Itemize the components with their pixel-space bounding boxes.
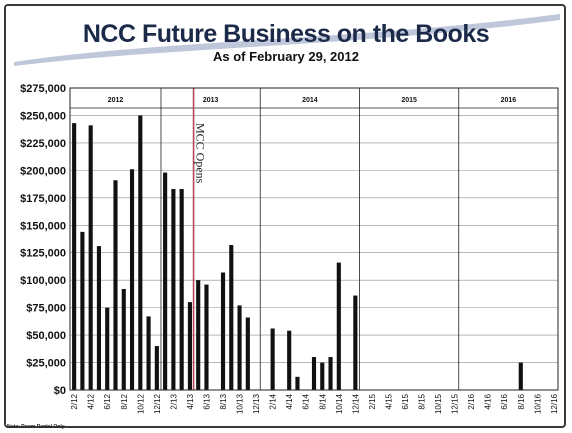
x-tick-label: 6/15: [401, 393, 410, 409]
grid-lines: [70, 87, 558, 363]
y-tick-label: $25,000: [26, 358, 66, 370]
title-swoosh-decoration: [14, 14, 560, 66]
bar: [113, 180, 118, 390]
x-tick-label: 6/13: [202, 393, 211, 409]
bar: [163, 172, 168, 390]
footnote: Note: Room Rental Only: [7, 424, 65, 430]
bar: [336, 262, 341, 390]
year-labels: 2012 2013 2014 2015 2016: [108, 97, 517, 104]
y-tick-labels: $0 $25,000 $50,000 $75,000 $100,000 $125,000 $…: [20, 83, 66, 397]
bar: [105, 307, 110, 390]
bar: [179, 189, 184, 390]
y-tick-label: $100,000: [20, 275, 66, 287]
x-tick-label: 12/13: [252, 393, 261, 414]
y-tick-label: $200,000: [20, 165, 66, 177]
x-tick-label: 2/15: [368, 393, 377, 409]
bar: [171, 189, 176, 390]
bar: [328, 357, 333, 390]
year-label: 2013: [203, 97, 219, 104]
x-tick-label: 2/16: [467, 393, 476, 409]
bar: [138, 115, 143, 391]
y-tick-label: $50,000: [26, 330, 66, 342]
x-tick-label: 12/15: [451, 393, 460, 414]
bar: [187, 302, 192, 390]
bar: [88, 125, 93, 390]
bar: [353, 295, 358, 390]
x-tick-label: 2/13: [169, 393, 178, 409]
y-tick-label: $175,000: [20, 193, 66, 205]
x-tick-label: 12/16: [550, 393, 559, 414]
bar: [295, 376, 300, 390]
y-tick-label: $275,000: [20, 83, 66, 95]
y-tick-label: $250,000: [20, 110, 66, 122]
y-tick-label: $125,000: [20, 248, 66, 260]
x-tick-label: 6/12: [103, 393, 112, 409]
y-tick-label: $150,000: [20, 220, 66, 232]
mcc-opens-marker: MCC Opens: [192, 88, 208, 390]
x-tick-label: 6/14: [302, 393, 311, 409]
bar: [518, 362, 523, 390]
x-tick-label: 10/13: [236, 393, 245, 414]
x-tick-label: 10/14: [335, 393, 344, 414]
chart-subtitle: As of February 29, 2012: [213, 49, 359, 64]
x-tick-label: 8/16: [517, 393, 526, 409]
bars: [72, 115, 523, 391]
bar: [287, 330, 292, 390]
x-tick-label: 12/12: [153, 393, 162, 414]
x-tick-label: 8/14: [318, 393, 327, 409]
bar: [146, 316, 151, 390]
x-tick-label: 4/14: [285, 393, 294, 409]
x-tick-label: 4/15: [384, 393, 393, 409]
chart-title: NCC Future Business on the Books: [82, 20, 490, 48]
year-label: 2016: [501, 97, 517, 104]
y-tick-label: $75,000: [26, 303, 66, 315]
x-tick-label: 2/14: [269, 393, 278, 409]
bar: [320, 362, 325, 390]
slide-frame: [4, 4, 566, 428]
x-tick-label: 10/16: [533, 393, 542, 414]
x-tick-label: 4/16: [484, 393, 493, 409]
plot-border: [69, 87, 559, 391]
bar: [96, 246, 102, 390]
bar: [196, 280, 201, 390]
y-tick-label: $225,000: [20, 138, 66, 150]
bar: [220, 272, 226, 390]
bar: [270, 328, 275, 390]
bar: [229, 245, 234, 390]
x-tick-label: 10/12: [136, 393, 145, 414]
year-label: 2015: [401, 97, 417, 104]
year-dividers: [160, 88, 460, 390]
year-label: 2012: [108, 97, 124, 104]
bar: [121, 288, 126, 390]
bar: [72, 123, 77, 390]
x-tick-label: 4/13: [186, 393, 195, 409]
x-tick-label: 10/15: [434, 393, 443, 414]
x-tick-label: 8/15: [418, 393, 427, 409]
x-tick-label: 12/14: [351, 393, 360, 414]
x-tick-labels: 2/12 4/12 6/12 8/12 10/12 12/12 2/13 4/13 6/13 8/…: [70, 393, 559, 414]
bar: [311, 357, 317, 390]
y-tick-label: $0: [54, 385, 66, 397]
bar: [80, 231, 85, 390]
year-label: 2014: [302, 97, 318, 104]
marker-annotation: MCC Opens: [194, 123, 208, 184]
bar: [245, 317, 250, 390]
x-tick-label: 8/13: [219, 393, 228, 409]
bar: [237, 305, 242, 390]
bar: [129, 169, 135, 390]
bar: [154, 346, 159, 390]
x-tick-label: 6/16: [500, 393, 509, 409]
bar: [204, 284, 209, 390]
x-tick-label: 4/12: [87, 393, 96, 409]
x-tick-label: 2/12: [70, 393, 79, 409]
x-tick-label: 8/12: [120, 393, 129, 409]
